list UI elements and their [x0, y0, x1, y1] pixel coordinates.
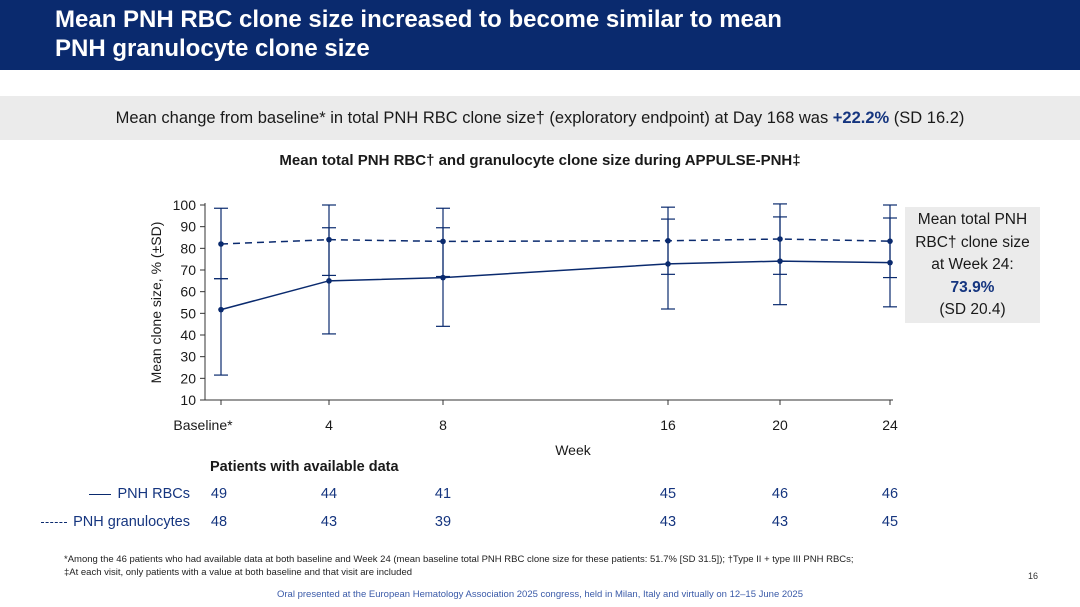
data-point-granulocyte — [218, 241, 224, 247]
dashed-line-swatch — [41, 521, 68, 523]
data-point-granulocyte — [777, 236, 783, 242]
solid-line-swatch — [89, 493, 112, 495]
header-bar: Mean PNH RBC clone size increased to bec… — [0, 0, 1080, 70]
count-cell: 41 — [434, 486, 452, 502]
count-cell: 39 — [434, 514, 452, 530]
y-axis-title: Mean clone size, % (±SD) — [148, 222, 164, 384]
footnote-line1: *Among the 46 patients who had available… — [64, 554, 854, 565]
count-cell: 49 — [210, 486, 228, 502]
count-cell: 45 — [659, 486, 677, 502]
patients-row-rbc: PNH RBCs 49 44 41 45 46 46 — [0, 486, 1080, 506]
y-tick-label: 20 — [180, 370, 196, 386]
patients-table-title: Patients with available data — [210, 459, 399, 475]
series-line-granulocyte — [220, 238, 891, 245]
footnote: *Among the 46 patients who had available… — [64, 553, 1024, 579]
count-cell: 48 — [210, 514, 228, 530]
callout-line3: at Week 24: — [931, 256, 1014, 273]
series-line-rbc — [220, 260, 891, 311]
slide-title-line1: Mean PNH RBC clone size increased to bec… — [55, 6, 782, 33]
x-tick-label: 16 — [660, 417, 676, 433]
slide-title: Mean PNH RBC clone size increased to bec… — [55, 5, 1055, 63]
y-tick-label: 10 — [180, 392, 196, 408]
x-tick-label: 4 — [325, 417, 333, 433]
callout-line2: RBC† clone size — [915, 233, 1030, 251]
count-cell: 46 — [771, 486, 789, 502]
y-tick-label: 40 — [180, 327, 196, 343]
slide-title-line2: PNH granulocyte clone size — [55, 35, 370, 62]
x-tick-label: Baseline* — [173, 417, 233, 433]
y-tick-label: 100 — [173, 197, 197, 213]
page-number: 16 — [1028, 571, 1039, 581]
banner-prefix: Mean change from baseline* in total PNH … — [115, 109, 833, 127]
count-cell: 45 — [881, 514, 899, 530]
clone-size-chart: 10 20 30 40 50 60 70 80 90 100 Mean clone size, % … — [148, 197, 898, 458]
y-tick-label: 60 — [180, 284, 196, 300]
count-cell: 43 — [659, 514, 677, 530]
summary-banner: Mean change from baseline* in total PNH … — [0, 96, 1080, 140]
banner-highlight: +22.2% — [832, 109, 890, 127]
x-axis-title: Week — [555, 442, 592, 458]
week24-callout: Mean total PNH RBC† clone size at Week 2… — [905, 207, 1040, 323]
callout-value: 73.9% — [950, 278, 995, 296]
y-tick-label: 50 — [180, 305, 196, 321]
x-tick-label: 8 — [439, 417, 447, 433]
data-point-granulocyte — [665, 237, 671, 244]
patients-row-granulocyte: PNH granulocytes 48 43 39 43 43 45 — [0, 514, 1080, 534]
count-cell: 44 — [320, 486, 338, 502]
legend-granulocyte-label: PNH granulocytes — [73, 514, 190, 530]
data-point-granulocyte — [887, 238, 893, 244]
legend-granulocyte: PNH granulocytes — [41, 514, 190, 530]
legend-rbc: PNH RBCs — [89, 486, 190, 502]
footnote-line2: ‡At each visit, only patients with a val… — [64, 567, 413, 578]
count-cell: 43 — [771, 514, 789, 530]
footer-citation: Oral presented at the European Hematolog… — [277, 589, 803, 600]
data-point-rbc — [326, 278, 332, 284]
y-tick-label: 80 — [180, 240, 196, 256]
data-point-rbc — [218, 306, 224, 313]
y-tick-label: 90 — [180, 219, 196, 235]
chart-title: Mean total PNH RBC† and granulocyte clon… — [279, 152, 801, 169]
data-point-granulocyte — [326, 236, 332, 243]
data-point-granulocyte — [440, 238, 446, 245]
callout-sd: (SD 20.4) — [939, 301, 1006, 318]
count-cell: 43 — [320, 514, 338, 530]
x-tick-label: 24 — [882, 417, 898, 433]
legend-rbc-label: PNH RBCs — [117, 486, 190, 502]
y-tick-label: 30 — [180, 349, 196, 365]
y-tick-label: 70 — [180, 262, 196, 278]
callout-line1: Mean total PNH — [917, 211, 1028, 228]
banner-suffix: (SD 16.2) — [889, 109, 965, 127]
x-tick-label: 20 — [772, 417, 788, 433]
count-cell: 46 — [881, 486, 899, 502]
